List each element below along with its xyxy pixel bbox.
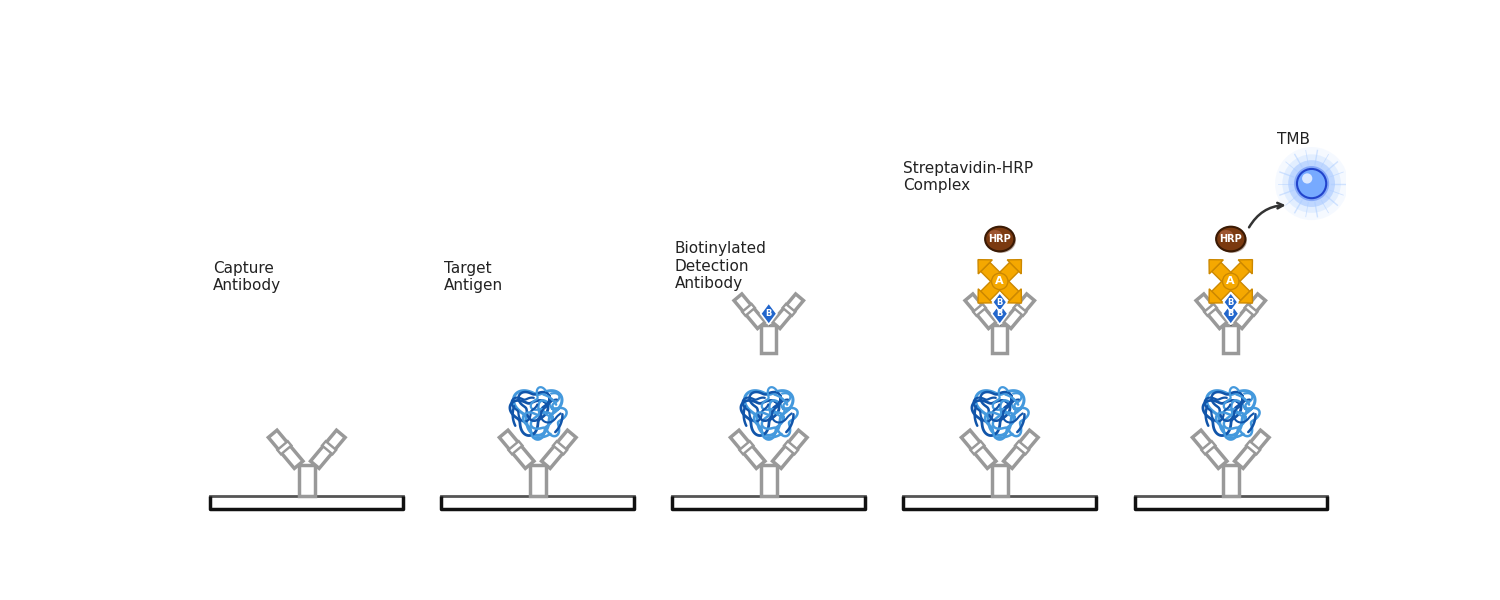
Polygon shape (268, 430, 303, 469)
Polygon shape (734, 294, 765, 329)
Ellipse shape (986, 227, 1014, 251)
FancyBboxPatch shape (760, 465, 777, 496)
Polygon shape (1209, 260, 1224, 274)
Polygon shape (994, 277, 1018, 301)
Polygon shape (1234, 430, 1269, 469)
Polygon shape (978, 289, 993, 303)
Polygon shape (1016, 441, 1029, 454)
Circle shape (1294, 166, 1329, 201)
Text: Biotinylated
Detection
Antibody: Biotinylated Detection Antibody (675, 241, 766, 291)
Ellipse shape (988, 230, 1002, 239)
Polygon shape (784, 441, 798, 454)
Circle shape (1222, 273, 1239, 290)
FancyBboxPatch shape (1224, 325, 1238, 353)
Ellipse shape (1218, 228, 1246, 253)
Polygon shape (500, 430, 534, 469)
Polygon shape (1226, 277, 1250, 301)
Polygon shape (994, 262, 1018, 286)
Text: Capture
Antibody: Capture Antibody (213, 260, 280, 293)
Ellipse shape (1220, 230, 1233, 239)
Text: TMB: TMB (1276, 131, 1310, 146)
Polygon shape (310, 430, 345, 469)
Polygon shape (981, 277, 1005, 301)
Polygon shape (1234, 294, 1266, 329)
Text: HRP: HRP (1220, 234, 1242, 244)
Text: B: B (996, 298, 1004, 307)
Polygon shape (1246, 441, 1260, 454)
Circle shape (992, 273, 1008, 290)
Text: Streptavidin-HRP
Complex: Streptavidin-HRP Complex (903, 161, 1034, 193)
Polygon shape (772, 430, 807, 469)
Polygon shape (978, 260, 993, 274)
Polygon shape (1226, 262, 1250, 286)
Polygon shape (760, 303, 777, 325)
Polygon shape (1007, 289, 1022, 303)
Polygon shape (1212, 277, 1236, 301)
Polygon shape (772, 294, 804, 329)
Polygon shape (993, 293, 1006, 311)
FancyBboxPatch shape (762, 325, 776, 353)
Polygon shape (981, 262, 1005, 286)
Polygon shape (1238, 260, 1252, 274)
Text: A: A (1227, 277, 1234, 286)
FancyBboxPatch shape (298, 465, 315, 496)
Polygon shape (740, 441, 753, 454)
FancyBboxPatch shape (993, 325, 1006, 353)
Polygon shape (1004, 430, 1038, 469)
Polygon shape (970, 441, 984, 454)
Text: HRP: HRP (988, 234, 1011, 244)
Polygon shape (1014, 304, 1026, 316)
FancyBboxPatch shape (1222, 465, 1239, 496)
Circle shape (1288, 160, 1335, 207)
Polygon shape (542, 430, 576, 469)
Polygon shape (1192, 430, 1227, 469)
Circle shape (1298, 169, 1326, 198)
Ellipse shape (987, 228, 1016, 253)
Polygon shape (1007, 260, 1022, 274)
Ellipse shape (1216, 227, 1245, 251)
Polygon shape (1004, 294, 1035, 329)
Polygon shape (730, 430, 765, 469)
Polygon shape (974, 304, 986, 316)
Text: B: B (765, 309, 772, 318)
Polygon shape (742, 304, 754, 316)
Text: A: A (996, 277, 1004, 286)
Polygon shape (964, 294, 996, 329)
Polygon shape (1245, 304, 1257, 316)
Polygon shape (1209, 289, 1224, 303)
Text: Target
Antigen: Target Antigen (444, 260, 503, 293)
Text: B: B (1227, 309, 1234, 318)
Polygon shape (992, 303, 1008, 325)
Circle shape (1275, 147, 1348, 220)
Polygon shape (509, 441, 522, 454)
Text: B: B (1227, 298, 1234, 307)
Polygon shape (962, 430, 996, 469)
Polygon shape (1224, 293, 1238, 311)
Text: B: B (996, 309, 1004, 318)
Polygon shape (1222, 303, 1239, 325)
Polygon shape (322, 441, 336, 454)
Polygon shape (783, 304, 795, 316)
Polygon shape (554, 441, 567, 454)
Polygon shape (1212, 262, 1236, 286)
Polygon shape (1238, 289, 1252, 303)
Circle shape (1282, 154, 1341, 213)
Polygon shape (278, 441, 291, 454)
FancyBboxPatch shape (530, 465, 546, 496)
Polygon shape (1202, 441, 1215, 454)
Circle shape (1302, 173, 1312, 184)
Polygon shape (1196, 294, 1227, 329)
Polygon shape (1204, 304, 1216, 316)
FancyBboxPatch shape (992, 465, 1008, 496)
